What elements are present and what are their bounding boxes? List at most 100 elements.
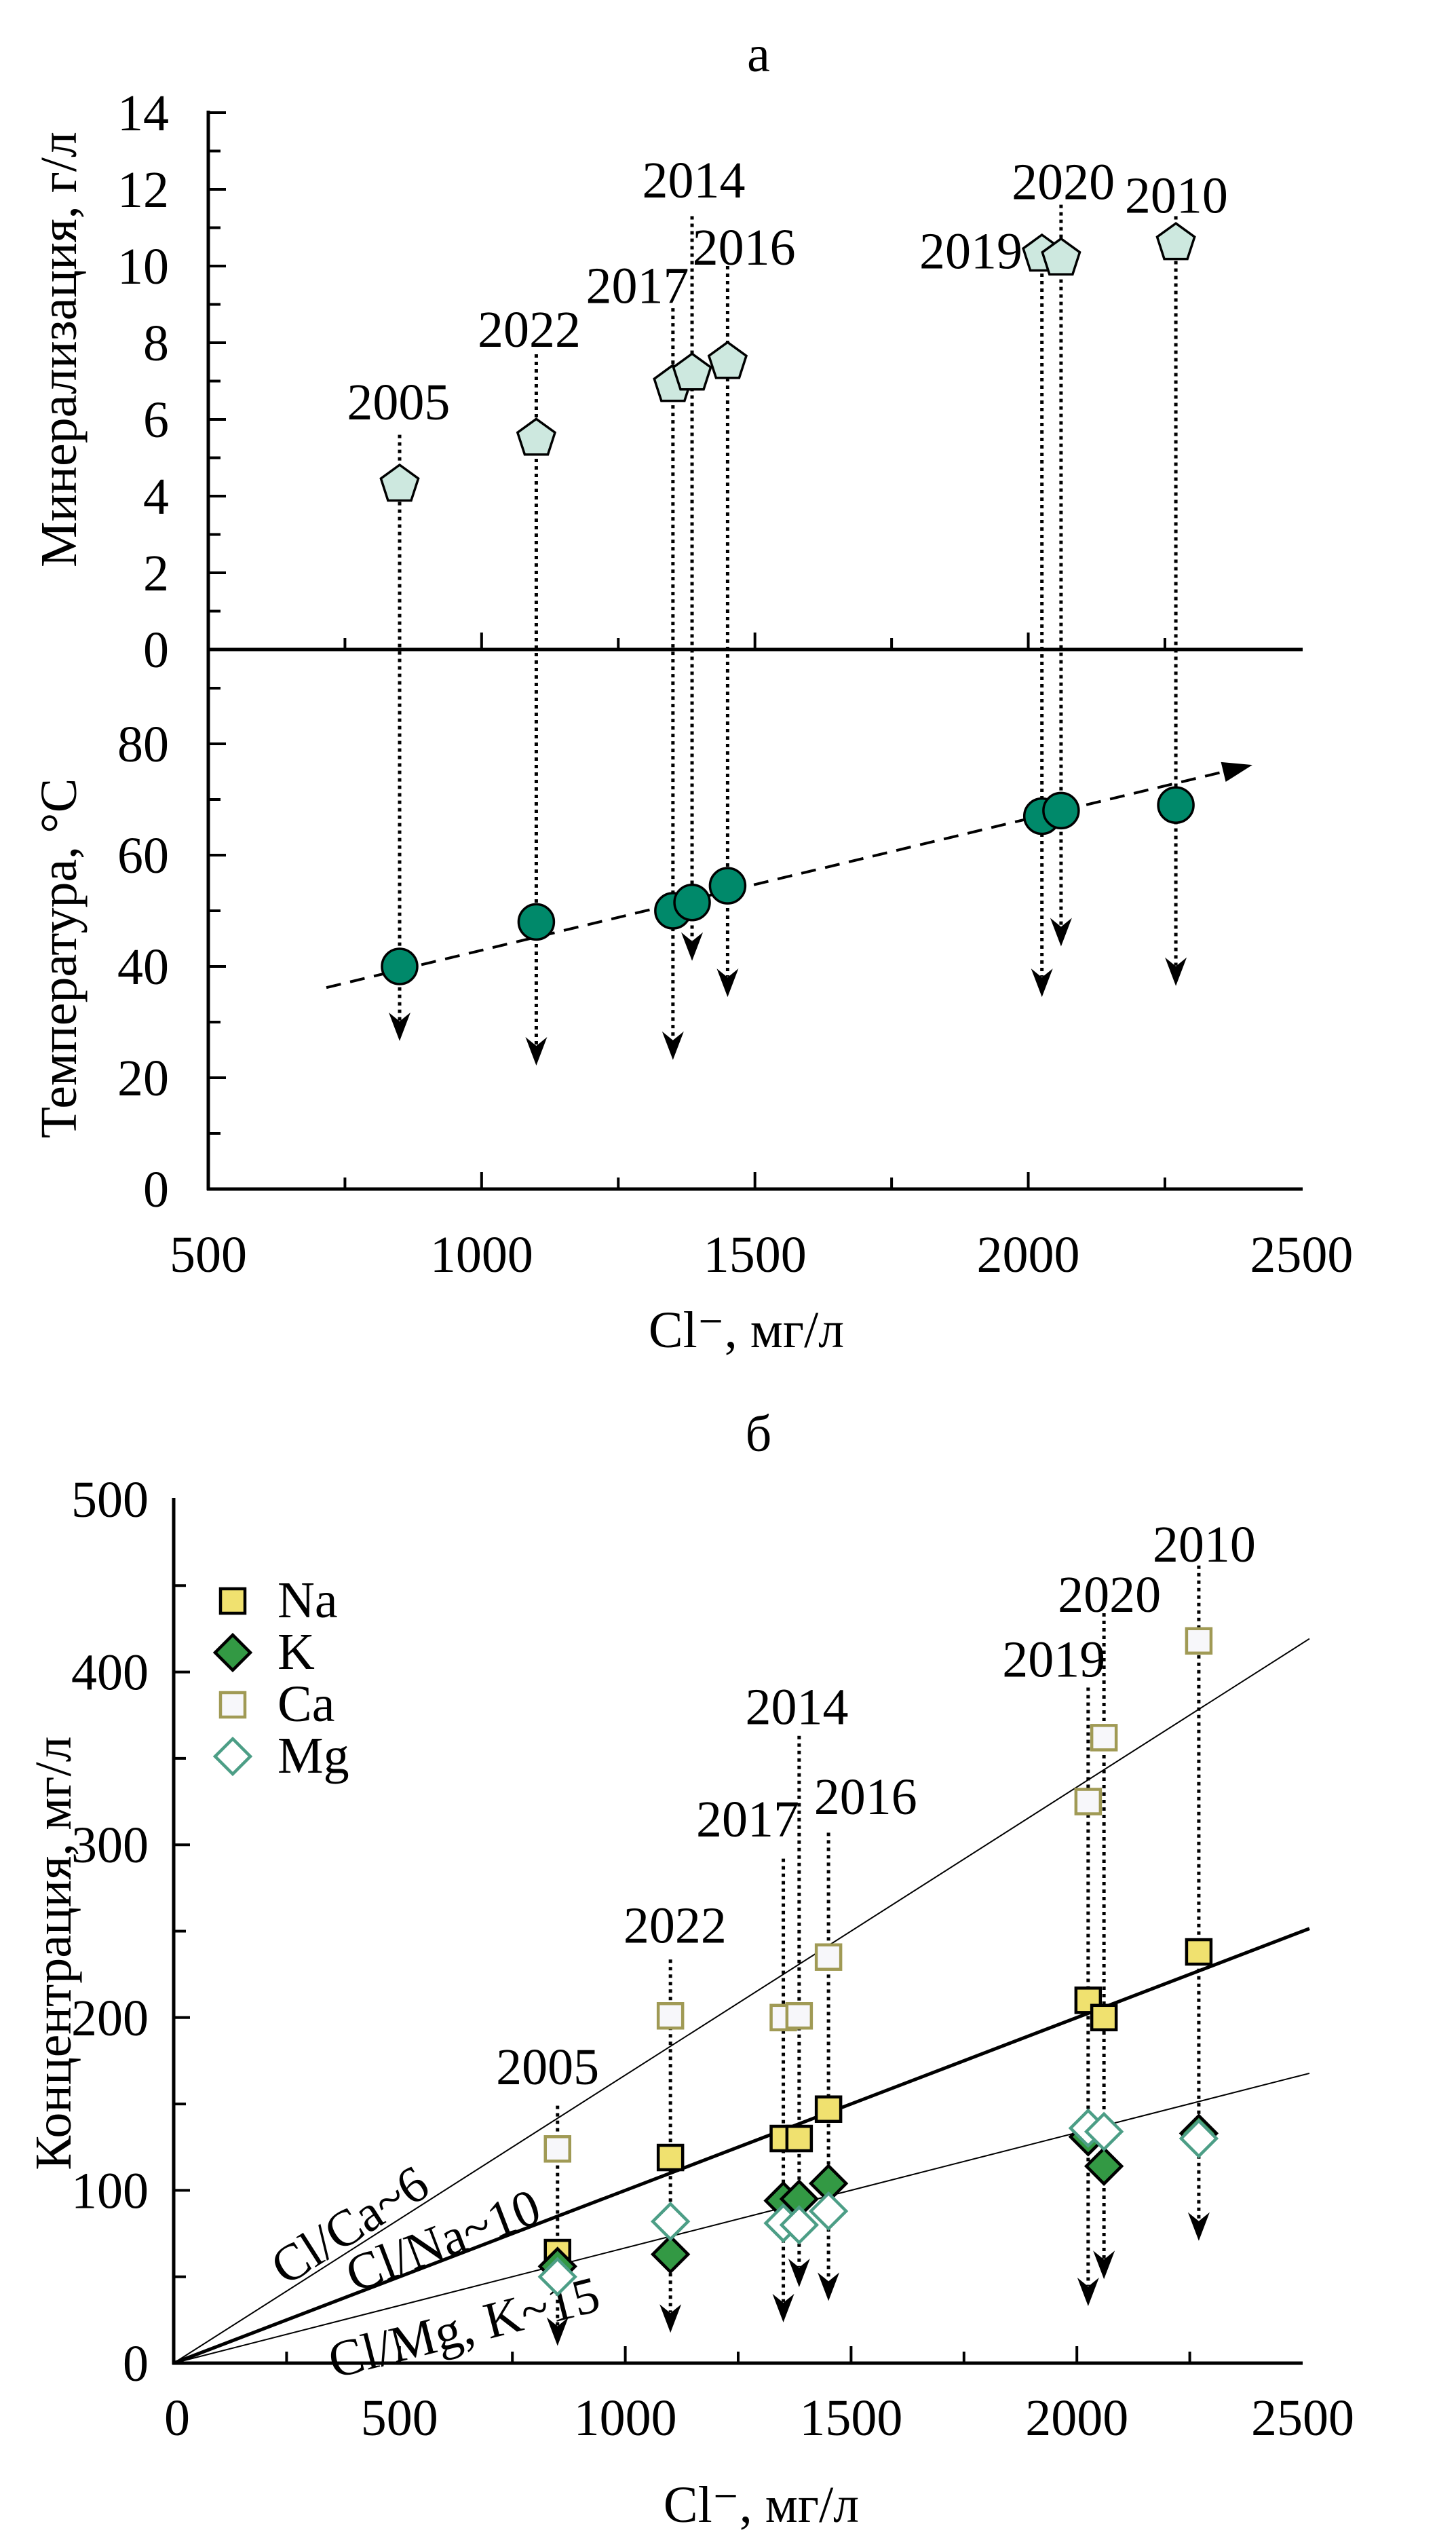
arrow-head-icon — [525, 1036, 548, 1066]
year-label: 2005 — [496, 2039, 599, 2096]
trend-arrow-head — [1221, 761, 1252, 783]
year-label: 2022 — [624, 1898, 727, 1955]
k-point — [650, 2234, 691, 2274]
arrow-head-icon — [1093, 2250, 1115, 2280]
year-label: 2014 — [746, 1679, 849, 1736]
y-tick-label: 8 — [143, 315, 169, 372]
na-point — [656, 2143, 685, 2172]
y-tick-label: 500 — [71, 1471, 149, 1528]
year-label: 2020 — [1012, 154, 1115, 211]
year-label: 2014 — [642, 152, 745, 209]
chart-title-b: б — [746, 1406, 772, 1463]
temperature-point — [1042, 791, 1080, 830]
y-tick-label: 300 — [71, 1817, 149, 1874]
x-tick-label: 2000 — [977, 1226, 1080, 1283]
arrow-head-icon — [662, 1031, 684, 1060]
year-label: 2016 — [693, 219, 796, 276]
y-tick-label: 100 — [71, 2162, 149, 2219]
legend-label-mg: Mg — [277, 1727, 349, 1784]
arrow-head-icon — [1077, 2277, 1099, 2306]
year-label: 2017 — [696, 1791, 799, 1848]
year-label: 2010 — [1125, 167, 1228, 224]
mg-point — [537, 2257, 577, 2297]
mineralization-point — [1155, 221, 1196, 261]
ratio-line — [173, 1638, 1310, 2364]
temperature-point — [517, 903, 556, 941]
ca-point — [543, 2135, 572, 2163]
legend-marker-mg — [212, 1736, 253, 1777]
arrow-head-icon — [681, 932, 704, 961]
year-label: 2017 — [586, 257, 689, 314]
y-tick-label: 60 — [117, 827, 169, 884]
legend-label-k: K — [277, 1623, 315, 1680]
year-label: 2005 — [347, 374, 450, 431]
ca-point — [785, 2002, 813, 2030]
y-tick-label: 14 — [117, 85, 169, 142]
temperature-point — [1157, 786, 1195, 824]
year-label: 2019 — [919, 223, 1022, 280]
ca-point — [1185, 1627, 1213, 1655]
ratio-line — [173, 2072, 1310, 2364]
chart-title-a: а — [747, 26, 770, 83]
ca-point — [814, 1943, 843, 1971]
legend-label-na: Na — [277, 1572, 338, 1629]
arrow-head-icon — [1031, 968, 1053, 998]
y-tick-label: 12 — [117, 162, 169, 219]
temperature-point — [708, 867, 747, 905]
legend-marker-na — [218, 1587, 247, 1615]
y-tick-label: 6 — [143, 392, 169, 449]
y-tick-label: 2 — [143, 545, 169, 602]
arrow-head-icon — [546, 2317, 569, 2346]
y-axis-title: Температура, °C — [31, 778, 88, 1139]
k-point — [1084, 2146, 1124, 2186]
x-tick-label: 2500 — [1250, 1226, 1353, 1283]
arrow-head-icon — [818, 2272, 840, 2301]
y-axis-title: Концентрация, мг/л — [25, 1736, 82, 2170]
year-label: 2016 — [814, 1769, 917, 1826]
temperature-point — [381, 947, 419, 985]
legend-marker-ca — [218, 1691, 247, 1719]
mg-point — [779, 2205, 820, 2245]
y-tick-label: 0 — [123, 2335, 149, 2392]
arrow-head-icon — [1050, 918, 1072, 947]
arrow-head-icon — [716, 968, 739, 998]
x-tick-label: 0 — [164, 2390, 190, 2447]
mg-point — [808, 2191, 849, 2231]
year-label: 2019 — [1002, 1632, 1105, 1689]
x-tick-label: 500 — [170, 1226, 247, 1283]
mineralization-point — [516, 417, 557, 456]
arrow-head-icon — [1165, 957, 1187, 986]
arrow-head-icon — [772, 2293, 794, 2322]
y-tick-label: 20 — [117, 1050, 169, 1107]
ratio-line — [173, 1927, 1310, 2365]
y-tick-label: 400 — [71, 1644, 149, 1701]
y-tick-label: 0 — [143, 1161, 169, 1218]
x-tick-label: 500 — [361, 2390, 438, 2447]
y-tick-label: 200 — [71, 1990, 149, 2047]
year-label: 2022 — [478, 301, 581, 358]
x-axis-title: Cl⁻, мг/л — [649, 1302, 844, 1359]
mg-point — [1179, 2118, 1219, 2159]
na-point — [785, 2124, 813, 2153]
y-tick-label: 4 — [143, 468, 169, 525]
legend-marker-k — [212, 1632, 253, 1673]
legend-label-ca: Ca — [277, 1676, 334, 1733]
temperature-point — [673, 883, 711, 922]
y-axis-title: Минерализация, г/л — [31, 132, 88, 567]
ca-point — [1074, 1788, 1103, 1815]
x-tick-label: 1000 — [430, 1226, 533, 1283]
arrow-head-icon — [788, 2258, 810, 2287]
arrow-head-icon — [388, 1012, 410, 1041]
x-tick-label: 1500 — [704, 1226, 807, 1283]
mineralization-point — [672, 352, 712, 391]
arrow-head-icon — [1187, 2212, 1210, 2241]
x-tick-label: 1000 — [574, 2390, 677, 2447]
na-point — [814, 2095, 843, 2123]
y-tick-label: 0 — [143, 622, 169, 679]
mineralization-point — [379, 463, 420, 502]
x-tick-label: 1500 — [799, 2390, 902, 2447]
y-tick-label: 80 — [117, 716, 169, 773]
mg-point — [1084, 2111, 1124, 2152]
x-axis-title: Cl⁻, мг/л — [664, 2476, 859, 2533]
